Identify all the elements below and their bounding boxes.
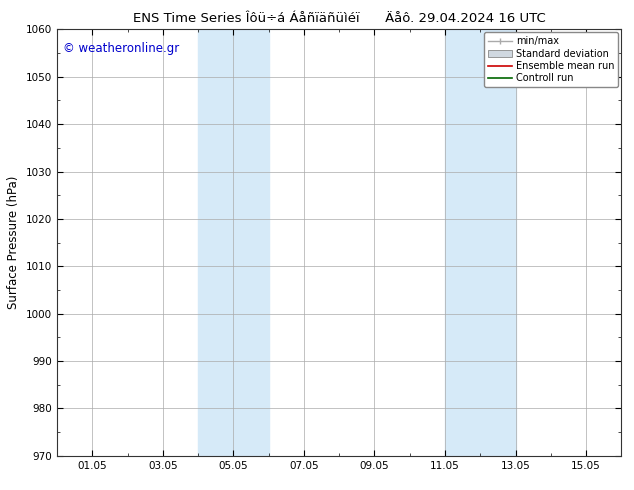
Bar [198,29,269,456]
Legend: min/max, Standard deviation, Ensemble mean run, Controll run: min/max, Standard deviation, Ensemble me… [484,32,618,87]
Title: ENS Time Series Îôü÷á Áåñïäñüìéï      Äåô. 29.04.2024 16 UTC: ENS Time Series Îôü÷á Áåñïäñüìéï Äåô. 29… [133,12,546,25]
Y-axis label: Surface Pressure (hPa): Surface Pressure (hPa) [8,176,20,309]
Bar [445,29,515,456]
Text: © weatheronline.gr: © weatheronline.gr [63,42,179,55]
